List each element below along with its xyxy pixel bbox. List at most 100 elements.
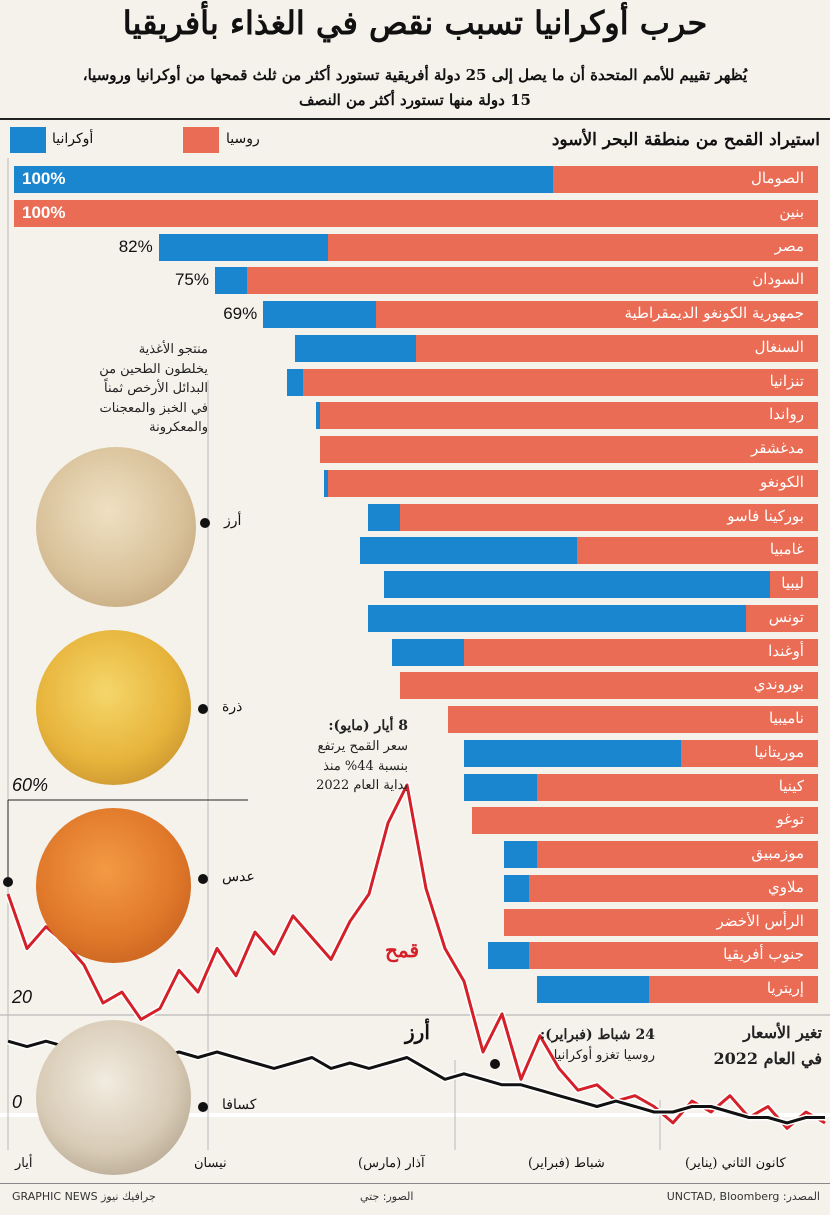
subtitle-line1: يُظهر تقييم للأمم المتحدة أن ما يصل إلى …: [82, 66, 748, 84]
price-heading-line2: في العام 2022: [713, 1048, 822, 1068]
cassava-label: كسافا: [222, 1097, 257, 1113]
bar-country-label: موريتانيا: [754, 742, 804, 761]
bar-country-label: تونس: [768, 607, 804, 626]
bar-ukraine: [464, 739, 682, 767]
xtick-march: آذار (مارس): [358, 1156, 425, 1171]
bar-value-label: 100%: [22, 169, 66, 188]
bar-ukraine: [359, 537, 577, 565]
bar-row: تونس: [367, 604, 818, 632]
bar-country-label: رواندا: [769, 405, 804, 424]
bar-country-label: أوغندا: [768, 641, 804, 660]
footer-divider: [0, 1183, 830, 1184]
annotation-may-head: 8 أيار (مايو):: [328, 718, 408, 734]
bar-ukraine: [367, 503, 400, 531]
subtitle-line2: 15 دولة منها تستورد أكثر من النصف: [299, 91, 531, 109]
annotation-feb-head: 24 شباط (فبراير):: [540, 1027, 655, 1043]
bar-russia: [399, 503, 818, 531]
bar-row: ليبيا: [383, 571, 818, 598]
bar-russia: [375, 301, 818, 328]
ytick-60: 60%: [12, 775, 49, 795]
bar-row: مدغشقر: [319, 436, 818, 463]
bar-russia: [552, 166, 818, 193]
corn-dot: [198, 704, 208, 714]
bar-row: مصر: [158, 233, 818, 261]
bar-row: بوركينا فاسو: [367, 503, 818, 531]
corn-label: ذرة: [222, 699, 243, 715]
ytick-0: 0: [12, 1092, 23, 1112]
bar-row: إريتريا: [536, 976, 818, 1003]
bar-ukraine: [367, 604, 746, 632]
rice-photo: [36, 447, 196, 607]
bar-ukraine: [488, 942, 529, 970]
bar-russia: [536, 773, 818, 801]
bar-value-label: 82%: [118, 236, 153, 256]
bar-ukraine: [504, 841, 537, 868]
bar-row: تنزانيا: [287, 368, 818, 396]
price-chart-heading: تغير الأسعار في العام 2022: [670, 1020, 822, 1071]
bar-country-label: ليبيا: [781, 574, 804, 592]
bar-russia: [536, 841, 818, 868]
ytick-20: 20: [12, 987, 33, 1007]
bar-country-label: بنين: [779, 202, 804, 221]
cassava-dot: [198, 1102, 208, 1112]
bar-row: رواندا: [315, 402, 819, 430]
bar-country-label: ملاوي: [768, 877, 804, 896]
annotation-feb-body: روسيا تغزو أوكرانيا: [553, 1048, 655, 1063]
annotation-may-line1: سعر القمح يرتفع: [317, 739, 408, 754]
page-title: حرب أوكرانيا تسبب نقص في الغذاء بأفريقيا: [122, 4, 708, 42]
legend-ukraine-label: أوكرانيا: [52, 131, 94, 147]
bar-russia: [745, 604, 818, 632]
xtick-may: أيار: [15, 1156, 33, 1171]
bar-row: غامبيا: [359, 537, 818, 565]
bar-row: جنوب أفريقيا: [488, 942, 818, 970]
footer-photos: الصور: جتي: [360, 1190, 414, 1203]
bar-country-label: بوروندي: [753, 675, 804, 694]
bar-country-label: بوركينا فاسو: [727, 506, 804, 525]
bar-russia: [303, 368, 818, 396]
annotation-may-line2: بنسبة 44% منذ: [323, 758, 408, 774]
bar-russia: [327, 469, 818, 497]
bar-chart-heading: استيراد القمح من منطقة البحر الأسود: [551, 130, 820, 150]
bar-ukraine: [383, 571, 770, 598]
xtick-april: نيسان: [194, 1156, 227, 1171]
bar-country-label: كينيا: [778, 776, 804, 795]
price-heading-line1: تغير الأسعار: [743, 1023, 822, 1042]
bar-row: الكونغو: [323, 469, 818, 497]
bar-country-label: الصومال: [751, 169, 804, 187]
bar-row: الصومال 100%: [14, 166, 818, 193]
bar-russia: [528, 942, 818, 970]
bar-country-label: إريتريا: [766, 979, 804, 997]
bar-russia: [327, 233, 818, 261]
lentils-label: عدس: [222, 869, 255, 885]
bar-value-label: 100%: [22, 202, 66, 222]
bar-russia: [769, 571, 818, 598]
legend-ukraine-swatch: [10, 127, 46, 153]
bar-russia: [464, 638, 818, 666]
legend-russia-swatch: [183, 127, 219, 153]
xtick-february: شباط (فبراير): [528, 1156, 605, 1171]
footer-brand: GRAPHIC NEWS جرافيك نيوز: [12, 1190, 156, 1203]
bar-ukraine: [287, 368, 304, 396]
corn-photo: [36, 630, 191, 785]
rice-label: أرز: [224, 513, 242, 529]
bar-russia: [415, 334, 818, 362]
cassava-photo: [36, 1020, 191, 1175]
bar-country-label: جمهورية الكونغو الديمقراطية: [624, 304, 804, 322]
bar-russia: [448, 706, 818, 733]
bar-row: كينيا: [464, 773, 818, 801]
bar-row: السنغال: [295, 334, 818, 362]
bar-russia: [649, 976, 818, 1003]
bar-ukraine: [215, 267, 248, 295]
bar-row: موريتانيا: [464, 739, 818, 767]
bar-country-label: تنزانيا: [769, 371, 804, 390]
bar-row: توغو: [472, 807, 818, 835]
bar-row: بنين 100%: [14, 199, 818, 227]
bar-country-label: ناميبيا: [769, 709, 804, 727]
bar-row: بوروندي: [399, 672, 818, 700]
bar-row: ملاوي: [504, 874, 818, 902]
bar-row: موزمبيق: [504, 841, 818, 868]
bar-country-label: توغو: [776, 810, 804, 829]
bar-russia: [319, 436, 818, 463]
bar-ukraine: [464, 773, 537, 801]
